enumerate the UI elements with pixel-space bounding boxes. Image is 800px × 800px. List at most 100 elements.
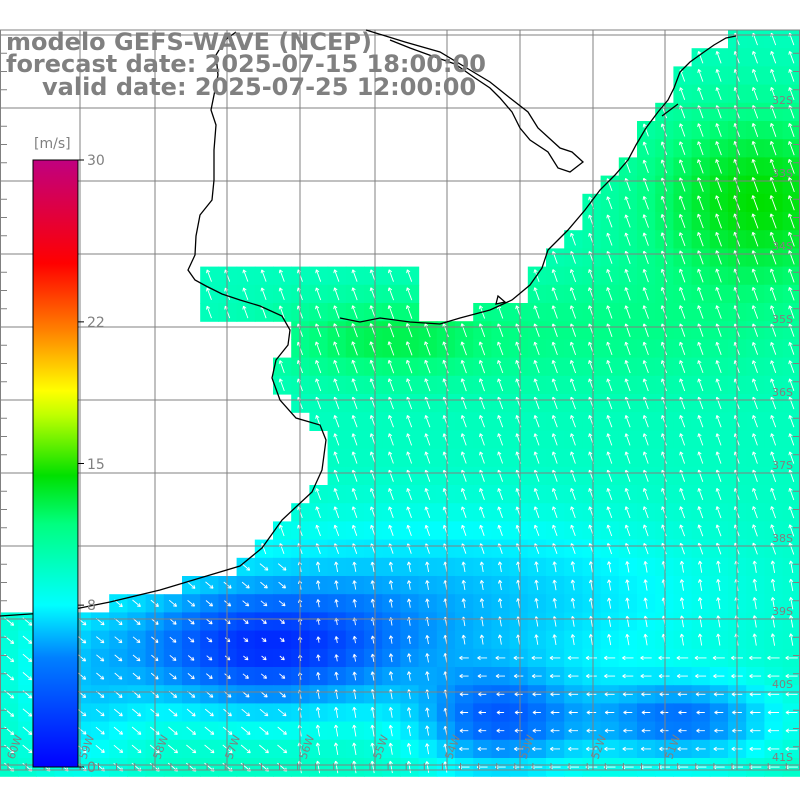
- wind-arrow: [641, 710, 651, 715]
- wind-arrow: [770, 69, 777, 82]
- wind-arrow: [460, 341, 467, 356]
- wind-arrow: [425, 580, 430, 590]
- wind-arrow: [714, 728, 724, 733]
- wind-arrow: [697, 597, 703, 610]
- wind-arrow: [405, 323, 413, 338]
- wind-arrow: [387, 269, 394, 282]
- wind-arrow: [770, 305, 777, 319]
- wind-arrow: [624, 196, 631, 210]
- wind-arrow: [715, 69, 722, 82]
- wind-arrow: [497, 579, 503, 591]
- wind-arrow: [278, 305, 285, 319]
- wind-arrow: [531, 655, 542, 661]
- wind-arrow: [551, 305, 558, 319]
- wind-arrow: [770, 50, 777, 64]
- wind-arrow: [770, 597, 776, 610]
- wind-arrow: [606, 415, 613, 428]
- wind-arrow: [752, 506, 758, 519]
- wind-arrow: [552, 561, 557, 573]
- wind-arrow: [751, 341, 759, 355]
- wind-arrow: [351, 341, 358, 356]
- wind-arrow: [204, 708, 214, 717]
- wind-arrow: [642, 214, 649, 228]
- wind-arrow: [642, 341, 649, 356]
- wind-arrow: [679, 287, 686, 301]
- wind-arrow: [624, 214, 631, 228]
- wind-arrow: [352, 760, 357, 774]
- wind-arrow: [788, 378, 795, 392]
- wind-arrow: [369, 506, 376, 518]
- wind-arrow: [425, 635, 430, 645]
- wind-arrow: [352, 671, 357, 681]
- wind-arrow: [334, 580, 339, 590]
- wind-arrow: [640, 673, 652, 679]
- wind-arrow: [479, 634, 485, 645]
- wind-arrow: [788, 341, 795, 355]
- wind-arrow: [22, 672, 33, 681]
- wind-arrow: [534, 634, 539, 645]
- wind-arrow: [406, 580, 412, 590]
- latitude-labels: 32S 33S 34S 35S 36S 37S 38S 39S 40S 41S: [772, 94, 793, 764]
- wind-arrow: [22, 653, 33, 663]
- wind-arrow: [113, 726, 124, 735]
- wind-arrow: [642, 159, 649, 174]
- wind-arrow: [551, 287, 558, 301]
- wind-arrow: [570, 433, 576, 446]
- wind-arrow: [132, 654, 141, 662]
- wind-arrow: [388, 742, 393, 755]
- wind-arrow: [716, 560, 721, 573]
- wind-arrow: [586, 728, 597, 733]
- wind-arrow: [660, 268, 668, 283]
- wind-cell: [782, 66, 800, 86]
- wind-arrow: [370, 653, 376, 662]
- wind-arrow: [769, 123, 777, 137]
- wind-arrow: [642, 451, 649, 464]
- wind-arrow: [697, 433, 704, 446]
- wind-arrow: [333, 305, 340, 319]
- wind-arrow: [352, 706, 357, 718]
- latitude-label: 32S: [772, 94, 793, 107]
- colorbar-tick-label: 30: [87, 153, 105, 169]
- wind-arrow: [751, 231, 759, 247]
- wind-arrow: [387, 323, 395, 338]
- wind-arrow: [788, 524, 795, 537]
- wind-arrow: [788, 287, 795, 301]
- wind-arrow: [569, 287, 577, 301]
- wind-arrow: [479, 561, 485, 572]
- wind-arrow: [696, 728, 705, 733]
- wind-arrow: [260, 287, 267, 301]
- wind-arrow: [661, 433, 667, 446]
- wind-arrow: [642, 196, 649, 210]
- wind-arrow: [769, 286, 777, 301]
- wind-arrow: [751, 69, 758, 82]
- wind-arrow: [606, 360, 613, 374]
- wind-arrow: [278, 600, 286, 607]
- wind-arrow: [334, 654, 339, 662]
- wind-arrow: [206, 655, 213, 661]
- wind-arrow: [533, 488, 540, 500]
- wind-arrow: [769, 177, 777, 193]
- wind-arrow: [570, 561, 576, 573]
- wind-arrow: [769, 268, 777, 283]
- wind-arrow: [569, 305, 577, 319]
- wind-arrow: [752, 560, 757, 573]
- wind-arrow: [241, 708, 251, 717]
- wind-arrow: [478, 728, 487, 733]
- wind-arrow: [642, 360, 649, 374]
- wind-arrow: [715, 451, 722, 464]
- wind-cell: [782, 266, 800, 286]
- wind-arrow: [387, 341, 395, 356]
- wind-arrow: [678, 159, 686, 174]
- wind-arrow: [767, 655, 780, 661]
- wind-arrow: [259, 744, 269, 754]
- wind-arrow: [406, 506, 412, 518]
- wind-arrow: [315, 287, 322, 301]
- wind-arrow: [459, 692, 469, 697]
- wind-arrow: [697, 141, 704, 156]
- wind-arrow: [531, 673, 542, 679]
- wind-arrow: [751, 286, 759, 301]
- wind-arrow: [659, 728, 669, 733]
- wind-arrow: [570, 634, 576, 646]
- wind-arrow: [22, 744, 33, 754]
- wind-arrow: [660, 141, 668, 155]
